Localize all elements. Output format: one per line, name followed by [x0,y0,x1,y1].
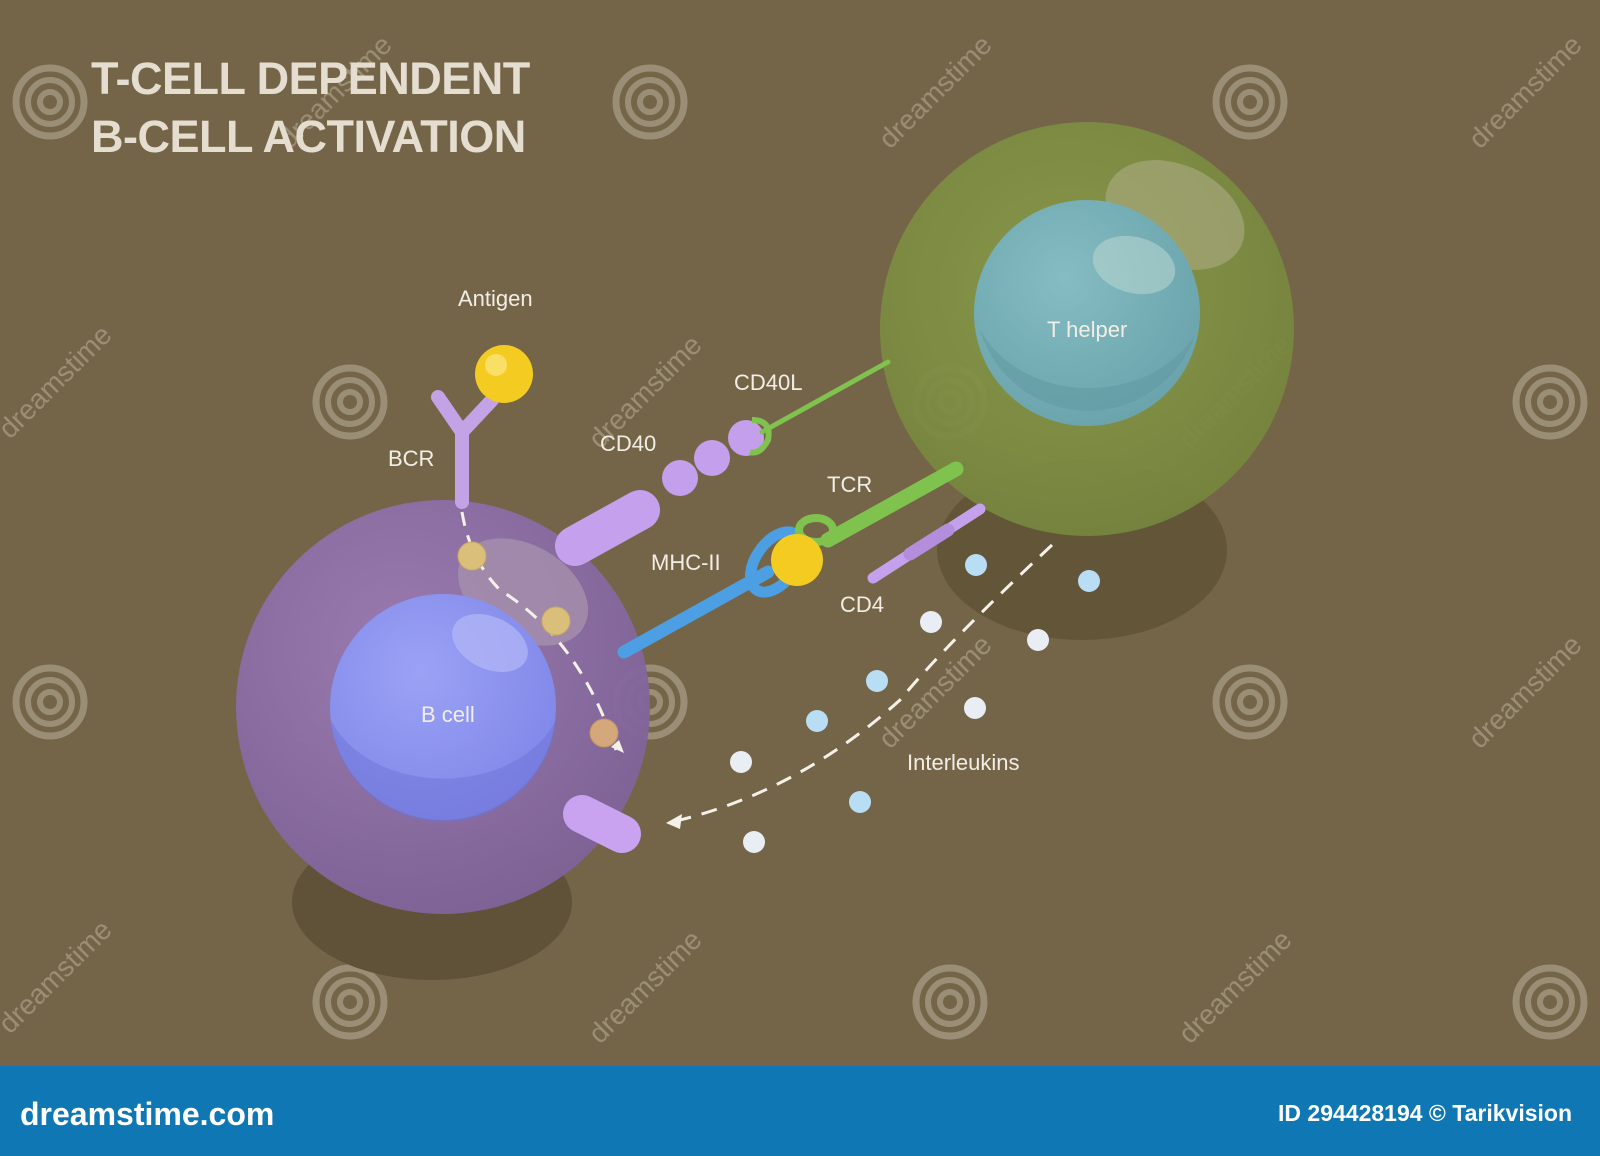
cytokine-receptor [563,795,641,853]
title-line-2: B-CELL ACTIVATION [91,111,526,162]
interleukin-arrow [679,543,1054,822]
antigen-fragment [457,541,487,571]
bcr-label: BCR [388,446,435,471]
cd40l-label: CD40L [734,370,803,395]
cd40-receptor [555,420,764,566]
antigen-fragment [589,718,619,748]
b-cell-label: B cell [421,702,475,727]
watermark-text: dreamstime [872,29,997,154]
watermark-text: dreamstime [1462,629,1587,754]
interleukins-label: Interleukins [907,750,1020,775]
cd40l-ligand [749,359,891,456]
antigen-particle [475,345,533,403]
watermark-text: dreamstime [0,319,118,444]
watermark-text: dreamstime [872,629,997,754]
watermark-text: dreamstime [1172,924,1297,1049]
footer-site-logo[interactable]: dreamstime.com [20,1096,275,1132]
mhc-ii-label: MHC-II [651,550,721,575]
watermark-text: dreamstime [0,914,118,1039]
footer-image-credit: ID 294428194 © Tarikvision [1278,1100,1572,1126]
presented-antigen [771,534,823,586]
tcr-label: TCR [827,472,873,497]
cd40-label: CD40 [600,431,657,456]
cd4-label: CD4 [840,592,885,617]
tcr-receptor [795,461,964,548]
b-cell [236,500,650,914]
diagram-canvas: dreamstime dreamstime dreamstime dreamstime… [0,29,1588,1049]
footer-bar: dreamstime.com ID 294428194 © Tarikvisio… [0,1066,1600,1156]
diagram-svg: dreamstime dreamstime dreamstime dreamstime… [0,29,1588,1049]
title-line-1: T-CELL DEPENDENT [91,53,530,104]
watermark-text: dreamstime [582,924,707,1049]
bcr-receptor [431,390,499,509]
antigen-fragment [541,606,571,636]
interleukin-molecules [730,554,1100,853]
antigen-label: Antigen [458,286,533,311]
t-helper-cell [880,122,1294,536]
t-helper-label: T helper [1047,317,1128,342]
watermark-text: dreamstime [1462,29,1587,154]
diagram-title: T-CELL DEPENDENT B-CELL ACTIVATION [91,50,530,166]
cd4-coreceptor [867,503,986,584]
